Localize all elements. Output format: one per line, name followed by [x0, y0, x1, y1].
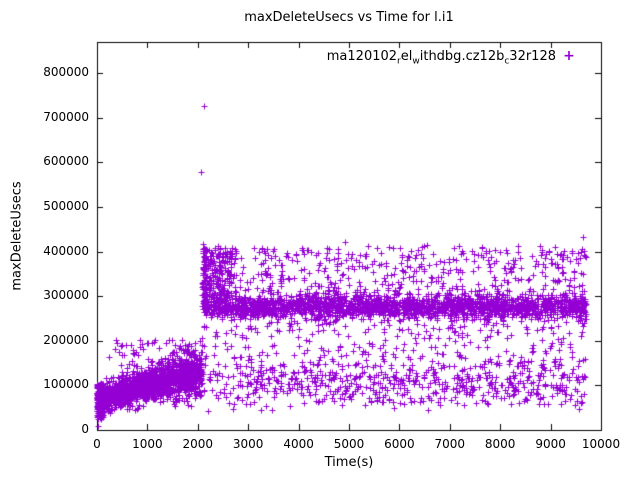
legend: ma120102relwithdbg.cz12bc32r128 + — [230, 48, 582, 67]
chart-title: maxDeleteUsecs vs Time for l.i1 — [244, 10, 454, 25]
y-axis-label: maxDeleteUsecs — [9, 181, 25, 291]
legend-plus-marker-icon: + — [563, 48, 575, 64]
legend-series-label: ma120102relwithdbg.cz12bc32r128 — [326, 49, 556, 67]
x-axis-label: Time(s) — [324, 455, 374, 470]
